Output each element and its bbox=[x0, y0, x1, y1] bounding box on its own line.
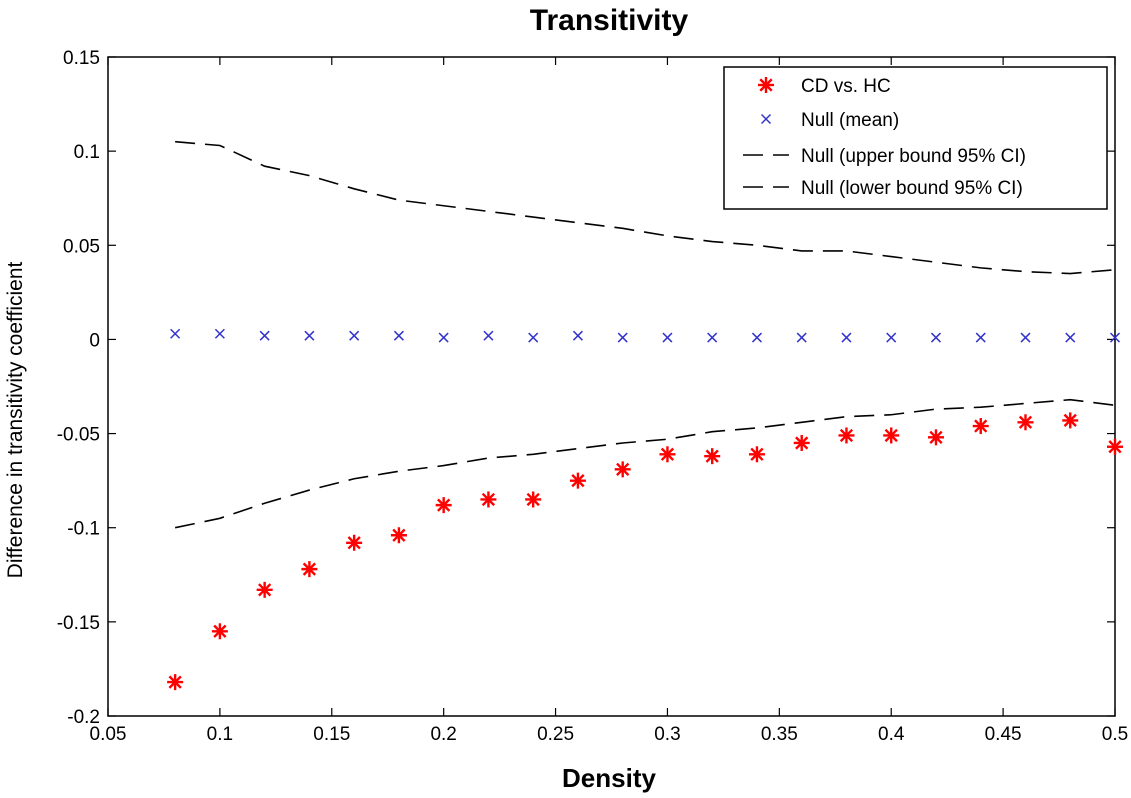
cd-vs-hc-point bbox=[1062, 412, 1079, 429]
legend-box bbox=[723, 66, 1108, 210]
x-tick-label: 0.1 bbox=[207, 724, 233, 745]
x-tick-label: 0.05 bbox=[90, 724, 127, 745]
legend-marker-null-mean bbox=[760, 113, 772, 125]
null-mean-point bbox=[259, 330, 270, 341]
cd-vs-hc-point bbox=[390, 527, 407, 544]
x-tick-label: 0.4 bbox=[878, 724, 905, 745]
y-tick-label: 0 bbox=[89, 330, 100, 351]
x-tick-label: 0.2 bbox=[430, 724, 456, 745]
cd-vs-hc-point bbox=[301, 561, 318, 578]
x-tick-label: 0.3 bbox=[654, 724, 680, 745]
cd-vs-hc-point bbox=[256, 581, 273, 598]
y-tick-label: -0.1 bbox=[67, 519, 100, 540]
null-mean-point bbox=[170, 328, 181, 339]
legend-marker-cd-vs-hc bbox=[758, 77, 774, 93]
cd-vs-hc-point bbox=[659, 446, 676, 463]
null-mean-point bbox=[1020, 332, 1031, 343]
null-mean-point bbox=[751, 332, 762, 343]
x-tick-label: 0.45 bbox=[985, 724, 1022, 745]
plot-area: 0.05 0.1 0.15 0.2 0.25 0.3 0.35 0.4 0.45 0.5 -0.2 -… bbox=[57, 48, 1129, 745]
null-mean-point bbox=[483, 330, 494, 341]
x-tick-label: 0.35 bbox=[761, 724, 798, 745]
null-mean-point bbox=[393, 330, 404, 341]
null-mean-point bbox=[617, 332, 628, 343]
cd-vs-hc-point bbox=[838, 427, 855, 444]
y-tick-label: -0.15 bbox=[57, 613, 100, 634]
y-tick-label: -0.05 bbox=[57, 425, 100, 446]
x-tick-label: 0.15 bbox=[313, 724, 350, 745]
null-mean-point bbox=[886, 332, 897, 343]
legend-label: Null (mean) bbox=[801, 110, 899, 131]
null-mean-point bbox=[796, 332, 807, 343]
series-line-lower-ci bbox=[174, 398, 1116, 529]
x-axis-label: Density bbox=[562, 763, 656, 793]
cd-vs-hc-point bbox=[167, 674, 184, 691]
cd-vs-hc-point bbox=[211, 623, 228, 640]
cd-vs-hc-point bbox=[748, 446, 765, 463]
null-mean-point bbox=[572, 330, 583, 341]
null-mean-point bbox=[1065, 332, 1076, 343]
legend: CD vs. HC Null (mean) Null (upper bound 95… bbox=[723, 66, 1108, 210]
cd-vs-hc-point bbox=[569, 472, 586, 489]
cd-vs-hc-point bbox=[1107, 438, 1123, 455]
x-tick-label: 0.5 bbox=[1102, 724, 1128, 745]
legend-label: Null (upper bound 95% CI) bbox=[801, 146, 1026, 167]
y-tick-label: -0.2 bbox=[67, 707, 100, 728]
y-axis-label: Difference in transitivity coefficient bbox=[4, 261, 27, 578]
y-tick-label: 0.1 bbox=[74, 142, 100, 163]
cd-vs-hc-point bbox=[525, 491, 542, 508]
axes-frame bbox=[107, 56, 1116, 717]
null-mean-point bbox=[1109, 332, 1121, 343]
legend-label: Null (lower bound 95% CI) bbox=[801, 178, 1023, 199]
null-mean-point bbox=[975, 332, 986, 343]
cd-vs-hc-point bbox=[480, 491, 497, 508]
null-mean-point bbox=[349, 330, 360, 341]
cd-vs-hc-point bbox=[346, 534, 363, 551]
y-tick-label: 0.05 bbox=[63, 236, 100, 257]
null-mean-point bbox=[438, 332, 449, 343]
null-mean-point bbox=[304, 330, 315, 341]
y-tick-label: 0.15 bbox=[63, 48, 100, 69]
null-mean-point bbox=[707, 332, 718, 343]
null-mean-point bbox=[841, 332, 852, 343]
cd-vs-hc-point bbox=[435, 497, 452, 514]
null-mean-point bbox=[528, 332, 539, 343]
null-mean-point bbox=[662, 332, 673, 343]
cd-vs-hc-point bbox=[614, 461, 631, 478]
legend-label: CD vs. HC bbox=[801, 76, 891, 97]
x-tick-label: 0.25 bbox=[537, 724, 574, 745]
null-mean-point bbox=[930, 332, 942, 343]
cd-vs-hc-point bbox=[793, 434, 810, 451]
chart-title: Transitivity bbox=[530, 4, 689, 37]
cd-vs-hc-point bbox=[704, 448, 721, 465]
cd-vs-hc-point bbox=[972, 418, 989, 435]
cd-vs-hc-point bbox=[883, 427, 900, 444]
cd-vs-hc-point bbox=[927, 429, 944, 446]
series-line-upper-ci bbox=[175, 140, 1116, 275]
null-mean-point bbox=[214, 328, 225, 339]
cd-vs-hc-point bbox=[1017, 414, 1034, 431]
